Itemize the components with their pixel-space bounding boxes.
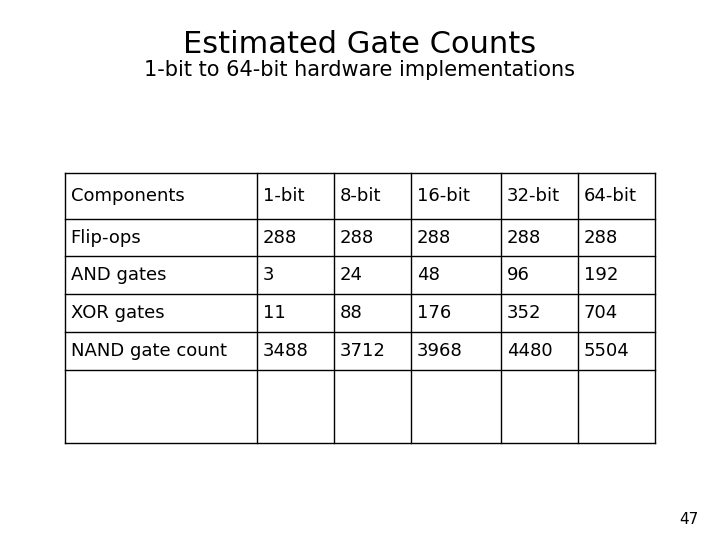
Text: 1-bit to 64-bit hardware implementations: 1-bit to 64-bit hardware implementations — [145, 60, 575, 80]
Text: 352: 352 — [507, 304, 541, 322]
Text: 88: 88 — [340, 304, 363, 322]
Text: 24: 24 — [340, 266, 363, 285]
Text: 5504: 5504 — [584, 342, 630, 360]
Text: XOR gates: XOR gates — [71, 304, 164, 322]
Text: 48: 48 — [417, 266, 440, 285]
Text: 16-bit: 16-bit — [417, 187, 470, 205]
Text: 192: 192 — [584, 266, 618, 285]
Text: 11: 11 — [263, 304, 286, 322]
Text: 288: 288 — [507, 228, 541, 247]
Text: 3712: 3712 — [340, 342, 386, 360]
Text: 704: 704 — [584, 304, 618, 322]
Text: 1-bit: 1-bit — [263, 187, 305, 205]
Text: 32-bit: 32-bit — [507, 187, 560, 205]
Text: 288: 288 — [340, 228, 374, 247]
Text: 64-bit: 64-bit — [584, 187, 637, 205]
Text: 288: 288 — [263, 228, 297, 247]
Text: Estimated Gate Counts: Estimated Gate Counts — [184, 30, 536, 59]
Text: 176: 176 — [417, 304, 451, 322]
Text: 288: 288 — [417, 228, 451, 247]
Text: 288: 288 — [584, 228, 618, 247]
Text: AND gates: AND gates — [71, 266, 166, 285]
Text: 3488: 3488 — [263, 342, 309, 360]
Text: 47: 47 — [679, 511, 698, 526]
Text: Flip-ops: Flip-ops — [71, 228, 141, 247]
Text: 8-bit: 8-bit — [340, 187, 382, 205]
Text: 4480: 4480 — [507, 342, 552, 360]
Text: 3968: 3968 — [417, 342, 463, 360]
Text: 3: 3 — [263, 266, 274, 285]
Text: Components: Components — [71, 187, 184, 205]
Text: 96: 96 — [507, 266, 530, 285]
Text: NAND gate count: NAND gate count — [71, 342, 227, 360]
